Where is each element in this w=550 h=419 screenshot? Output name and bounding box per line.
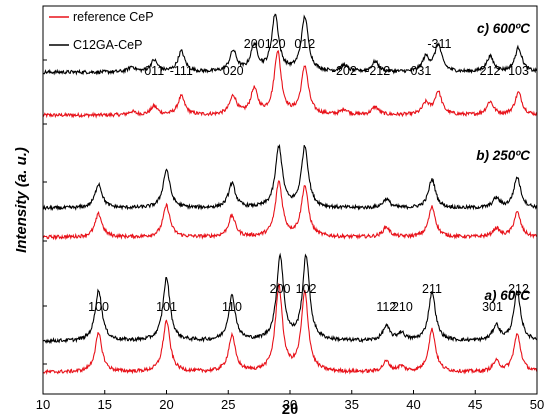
peak-label: 020: [223, 64, 244, 78]
x-tick-label: 45: [468, 397, 482, 412]
panel-label-600: c) 600ºC: [477, 21, 530, 36]
reference-pattern-line: [42, 282, 538, 375]
legend-label-reference: reference CeP: [73, 10, 154, 24]
peak-label: 212: [508, 282, 529, 296]
peak-label: -311: [427, 37, 451, 51]
legend-label-composite: C12GA-CeP: [73, 38, 142, 52]
peak-label: 120: [265, 37, 286, 51]
peak-label: 101: [156, 300, 177, 314]
reference-pattern-line: [42, 50, 538, 119]
composite-pattern-line: [42, 252, 538, 345]
x-axis-title: 2θ: [282, 401, 298, 418]
axis-layer: 10 15 20 25 30 35 40 45 50: [36, 59, 544, 412]
peak-label: 110: [222, 300, 242, 314]
composite-pattern-line: [42, 143, 538, 211]
x-tick-label: 10: [36, 397, 50, 412]
reference-pattern-line: [42, 179, 538, 241]
x-tick-label: 35: [345, 397, 359, 412]
peak-label: 011: [144, 64, 164, 78]
peak-label: 031: [410, 64, 431, 78]
x-tick-label: 15: [98, 397, 112, 412]
peak-label: 112: [376, 300, 396, 314]
legend: reference CeP C12GA-CeP: [49, 10, 154, 52]
peak-label: 100: [88, 300, 109, 314]
peak-label: 103: [508, 64, 529, 78]
plot-area: [42, 13, 538, 375]
panel-label-60: a) 60ºC: [485, 288, 531, 303]
peak-label: -202: [332, 64, 357, 78]
peak-label: 012: [294, 37, 315, 51]
composite-pattern-line: [42, 13, 538, 76]
peak-label: 200: [270, 282, 291, 296]
x-tick-label: 30: [283, 397, 297, 412]
panel-label-250: b) 250ºC: [476, 148, 530, 163]
peak-label: 200: [244, 37, 265, 51]
x-tick-label: 25: [221, 397, 235, 412]
peak-label: 212: [480, 64, 501, 78]
peak-label: 301: [482, 300, 503, 314]
x-tick-label: 40: [406, 397, 420, 412]
peak-label: 210: [392, 300, 413, 314]
x-tick-label: 50: [530, 397, 544, 412]
peak-label: -111: [170, 64, 193, 78]
peak-label: 211: [422, 282, 442, 296]
peak-label: -212: [365, 64, 390, 78]
y-axis-title: Intensity (a. u.): [13, 147, 30, 253]
peak-label: 102: [296, 282, 317, 296]
x-tick-label: 20: [159, 397, 173, 412]
